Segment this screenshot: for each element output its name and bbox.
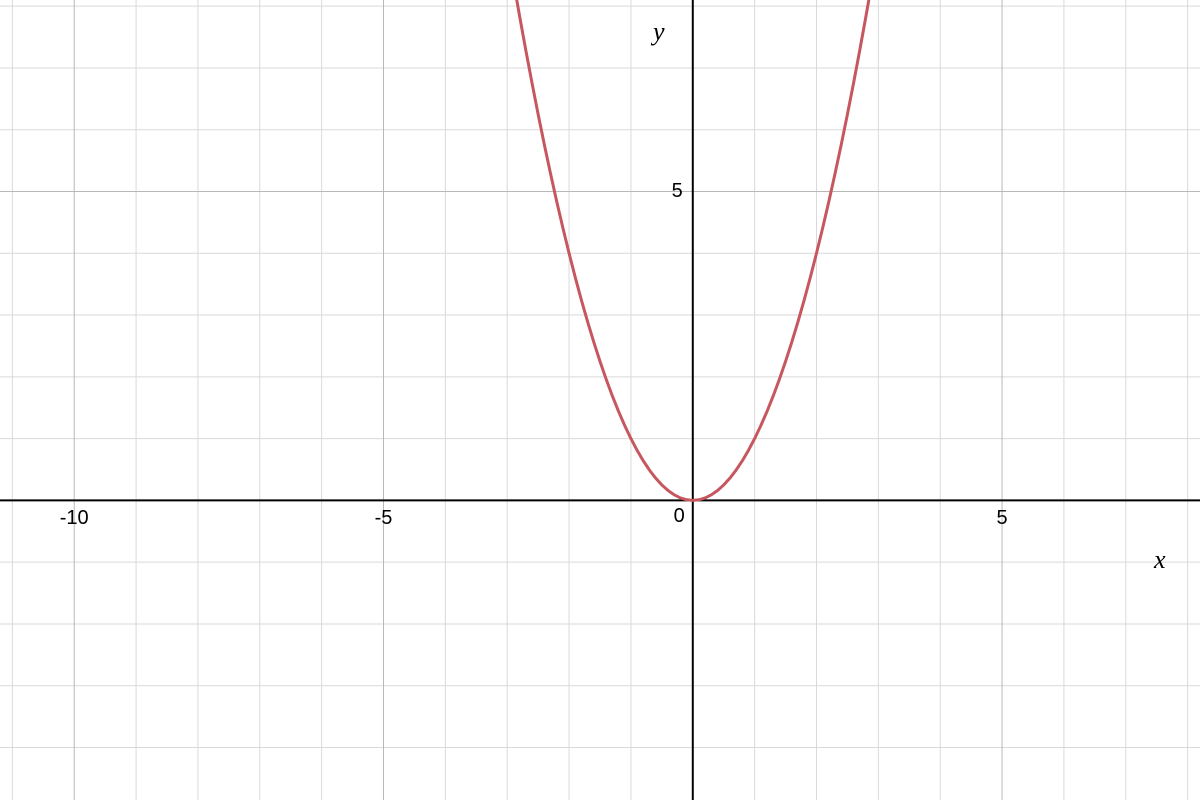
chart-svg: -10 -5 0 5 5 x y [0,0,1200,800]
origin-label: 0 [674,505,685,527]
x-tick-label: -10 [60,507,89,529]
y-tick-label: 5 [672,180,683,202]
parabola-chart: -10 -5 0 5 5 x y [0,0,1200,800]
y-axis-label: y [650,17,665,46]
x-axis-label: x [1153,545,1166,574]
x-tick-label: 5 [996,507,1007,529]
x-tick-label: -5 [375,507,393,529]
chart-background [0,0,1200,800]
